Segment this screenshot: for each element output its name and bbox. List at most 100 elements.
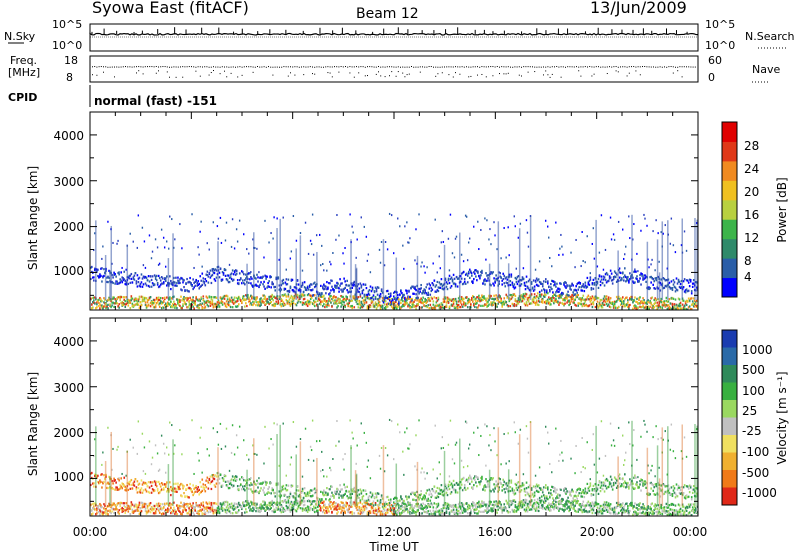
power-cell (359, 295, 362, 298)
power-cell (573, 289, 575, 292)
noise-left-tick-bottom: 10^0 (52, 39, 82, 52)
power-cell (547, 282, 549, 285)
power-cell (464, 296, 467, 299)
freq-point (540, 66, 542, 68)
freq-point (503, 66, 505, 68)
power-cell (448, 269, 451, 272)
power-cell (520, 279, 523, 282)
power-cell (128, 301, 131, 304)
power-cell (280, 305, 283, 308)
power-cell (117, 239, 119, 242)
velocity-cell (148, 440, 151, 443)
power-cell (685, 249, 688, 252)
velocity-cell (271, 499, 273, 503)
power-cell (521, 297, 524, 301)
freq-point (501, 66, 503, 68)
power-cell (348, 284, 350, 287)
power-cell (102, 245, 104, 248)
velocity-cell (278, 464, 280, 467)
power-cell (378, 296, 381, 299)
power-cell (566, 301, 568, 304)
power-cell (318, 298, 320, 301)
power-cell (419, 290, 421, 293)
power-cell (539, 293, 542, 296)
power-cell (93, 301, 95, 304)
power-cell (596, 304, 599, 307)
power-cell (152, 306, 155, 309)
power-cell (324, 305, 326, 309)
power-streak (126, 244, 129, 300)
freq-point (371, 66, 373, 68)
power-colorbar-segment (722, 180, 737, 201)
power-cell (330, 279, 332, 282)
power-cell (611, 279, 614, 282)
power-cell (634, 270, 636, 273)
power-cell (603, 299, 606, 302)
power-cell (316, 292, 319, 295)
power-cell (690, 303, 693, 306)
velocity-cell (217, 509, 220, 512)
velocity-cell (282, 510, 285, 513)
power-cell (327, 286, 329, 289)
velocity-cell (144, 481, 147, 485)
power-cell (288, 301, 291, 304)
power-cell (400, 290, 402, 293)
power-cell (252, 285, 254, 288)
velocity-cell (186, 512, 188, 515)
power-cell (256, 297, 258, 300)
freq-point (351, 66, 353, 68)
velocity-cell (301, 499, 304, 502)
power-cell (395, 304, 397, 307)
power-cell (481, 295, 483, 298)
power-cell (239, 299, 242, 302)
power-cell (558, 290, 560, 293)
power-cell (525, 275, 528, 278)
velocity-cell (284, 509, 287, 512)
power-cell (459, 301, 462, 304)
velocity-cell (256, 507, 258, 510)
velocity-cell (136, 452, 139, 455)
power-cell (201, 265, 203, 268)
velocity-cell (93, 502, 95, 505)
power-cell (120, 302, 122, 305)
power-cbar-28: 28 (744, 139, 759, 153)
power-cell (244, 298, 246, 302)
power-cell (694, 302, 697, 305)
power-cell (566, 293, 568, 296)
velocity-cell (145, 490, 148, 493)
power-streak (104, 255, 107, 300)
freq-point (591, 66, 593, 68)
freq-point (488, 66, 489, 68)
velocity-cell (200, 426, 202, 429)
velocity-cell (177, 482, 179, 485)
power-cell (256, 301, 258, 304)
power-cell (200, 220, 202, 223)
freq-point (582, 66, 584, 68)
power-cell (205, 301, 208, 304)
power-cell (233, 301, 236, 304)
power-streak (253, 232, 255, 300)
power-cell (404, 302, 406, 305)
power-cell (649, 276, 651, 279)
velocity-cell (263, 486, 265, 489)
power-cell (329, 260, 331, 263)
power-cell (568, 300, 570, 303)
power-cell (667, 304, 670, 307)
velocity-cell (93, 482, 95, 485)
velocity-cell (137, 487, 140, 490)
power-cell (145, 297, 148, 300)
power-cell (224, 239, 227, 242)
power-cell (575, 304, 577, 307)
power-cell (344, 304, 346, 307)
power-cell (473, 277, 475, 281)
power-cell (281, 294, 284, 297)
power-cell (298, 297, 301, 300)
power-cell (411, 303, 413, 306)
power-cell (328, 299, 330, 303)
velocity-cell (155, 504, 158, 507)
power-cell (153, 274, 156, 277)
power-cell (154, 306, 157, 309)
velocity-cell (193, 472, 195, 475)
power-cell (486, 302, 488, 305)
power-cell (533, 301, 536, 304)
